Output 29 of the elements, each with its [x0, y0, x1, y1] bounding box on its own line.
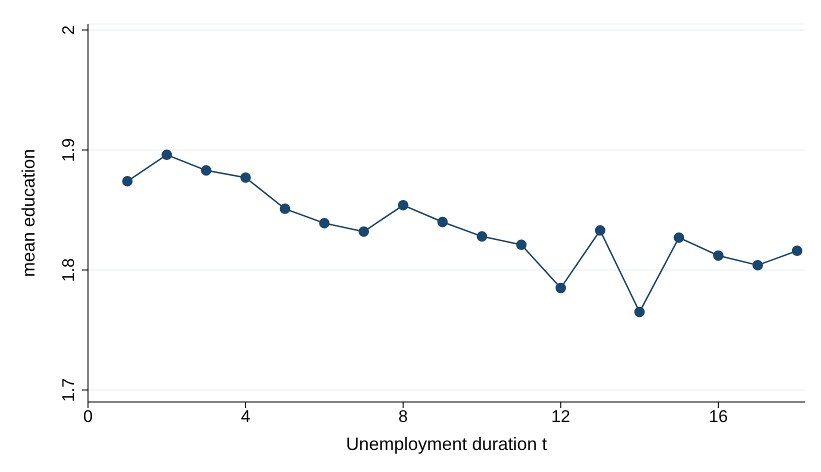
point [713, 250, 724, 261]
point [594, 225, 606, 236]
point [516, 240, 527, 250]
x-tick-label: 16 [708, 407, 728, 426]
point [476, 231, 488, 242]
point [437, 216, 448, 228]
point [280, 204, 290, 214]
point [319, 218, 330, 228]
point [162, 150, 172, 160]
point [634, 306, 645, 318]
x-tick-label: 4 [240, 407, 250, 426]
point [358, 226, 370, 237]
point [674, 232, 684, 243]
point [240, 172, 251, 183]
point [752, 260, 763, 270]
y-tick-label: 2 [59, 25, 78, 35]
point [122, 176, 133, 186]
point [200, 165, 212, 176]
y-tick-label: 1.9 [59, 138, 78, 162]
x-axis-title: Unemployment duration t [346, 434, 548, 454]
point [792, 246, 802, 256]
y-axis-title: mean education [18, 148, 38, 278]
y-tick-label: 1.8 [59, 258, 78, 282]
x-tick-label: 8 [398, 407, 408, 426]
point [555, 282, 566, 294]
x-tick-label: 0 [83, 407, 93, 426]
y-tick-label: 1.7 [59, 378, 78, 402]
point [398, 200, 408, 210]
x-tick-label: 12 [551, 407, 570, 426]
